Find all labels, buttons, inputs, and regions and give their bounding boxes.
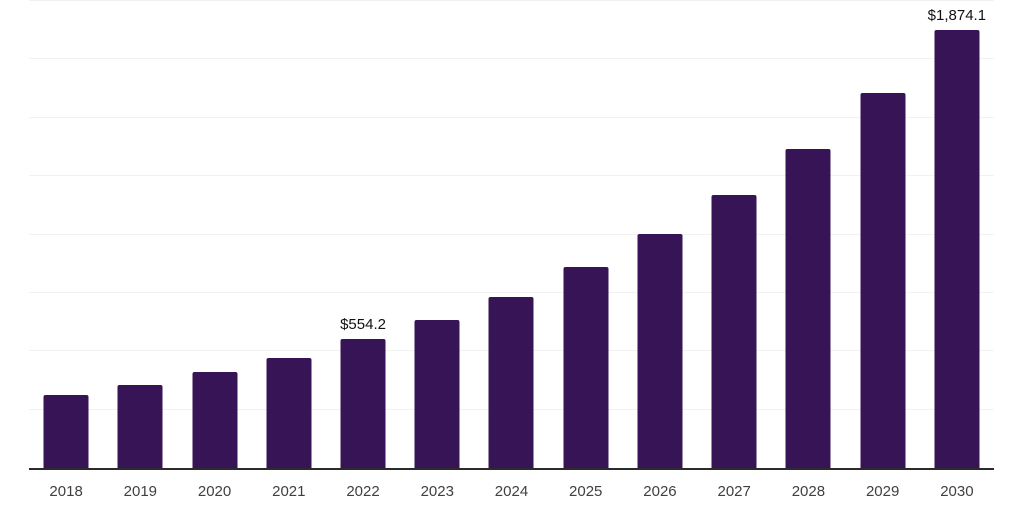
bar-2026[interactable] [637, 234, 683, 468]
x-axis-line [29, 468, 994, 470]
bar-band-2021 [252, 0, 326, 468]
x-axis-label-2030: 2030 [940, 483, 974, 500]
x-axis-label-2020: 2020 [197, 483, 232, 500]
x-axis-label-2019: 2019 [123, 483, 158, 500]
value-label-2022: $554.2 [340, 315, 386, 333]
x-axis-label-2022: 2022 [346, 483, 380, 500]
bar-2019[interactable] [117, 384, 163, 468]
bar-2023[interactable] [414, 319, 460, 468]
bar-2025[interactable] [563, 266, 609, 468]
bar-band-2029 [846, 0, 920, 468]
bar-2024[interactable] [488, 297, 534, 468]
x-axis-label-2029: 2029 [865, 483, 900, 500]
bar-2021[interactable] [266, 357, 312, 468]
x-axis-label-2026: 2026 [643, 483, 677, 500]
bar-2022[interactable] [340, 338, 386, 468]
bar-2027[interactable] [711, 195, 757, 468]
bar-band-2020 [177, 0, 251, 468]
x-axis-label-2021: 2021 [272, 483, 306, 500]
gridline [29, 233, 994, 235]
x-axis-label-2025: 2025 [569, 483, 603, 500]
gridline [29, 58, 994, 60]
gridline [29, 291, 994, 293]
bar-band-2030: $1,874.1 [920, 0, 994, 468]
bar-band-2023 [400, 0, 474, 468]
bar-2028[interactable] [785, 149, 831, 468]
x-axis-label-2027: 2027 [717, 483, 751, 500]
bar-2020[interactable] [192, 372, 238, 468]
value-label-2030: $1,874.1 [927, 7, 987, 25]
bar-band-2024 [474, 0, 548, 468]
bar-band-2026 [623, 0, 697, 468]
x-axis-label-2023: 2023 [420, 483, 454, 500]
bar-band-2025 [549, 0, 623, 468]
gridline [29, 175, 994, 177]
gridline [29, 116, 994, 118]
x-axis-label-2018: 2018 [49, 483, 83, 500]
bar-band-2028 [771, 0, 845, 468]
bar-band-2022: $554.2 [326, 0, 400, 468]
gridline [29, 0, 994, 1]
x-axis: 2018 2019 2020 2021 2022 2023 2024 2025 2026 2027… [29, 484, 994, 502]
plot-area: $554.2 $1,874.1 [29, 0, 994, 470]
bar-2018[interactable] [43, 394, 89, 468]
bar-band-2018 [29, 0, 103, 468]
bar-band-2027 [697, 0, 771, 468]
x-axis-label-2024: 2024 [494, 483, 529, 500]
bar-2030[interactable] [934, 30, 980, 468]
bar-2029[interactable] [860, 93, 906, 468]
bar-band-2019 [103, 0, 177, 468]
x-axis-label-2028: 2028 [791, 483, 826, 500]
